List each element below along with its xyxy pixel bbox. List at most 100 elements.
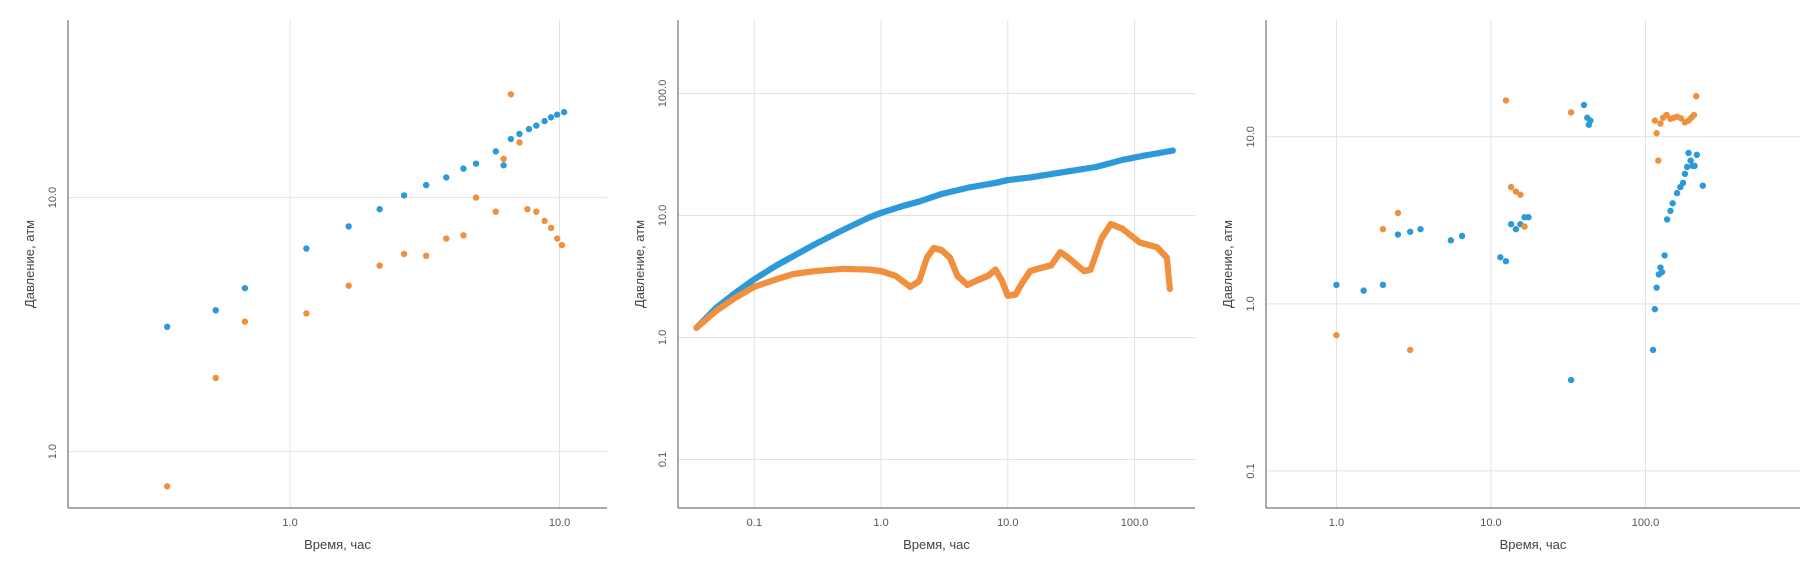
series-1-point xyxy=(1507,220,1515,228)
y-tick-label: 10.0 xyxy=(1245,126,1257,147)
series-1-point xyxy=(1394,231,1402,238)
series-1-point xyxy=(1661,252,1668,259)
series-2-point xyxy=(212,374,219,382)
series-2-point xyxy=(1333,331,1340,339)
series-2-point xyxy=(1406,346,1414,354)
y-tick-label: 10.0 xyxy=(47,187,59,208)
series-2-point xyxy=(500,155,507,163)
series-2-point xyxy=(303,310,310,317)
y-axis-label: Давление, атм xyxy=(1220,220,1235,308)
series-1-point xyxy=(1667,207,1674,215)
series-1-point xyxy=(212,307,219,314)
series-2-point xyxy=(533,208,540,215)
series-1-point xyxy=(1681,170,1689,178)
series-1-point xyxy=(1333,281,1340,289)
series-2-point xyxy=(541,217,548,225)
x-tick-label: 1.0 xyxy=(282,517,297,529)
series-1-point xyxy=(443,174,450,181)
series-1-point xyxy=(560,108,568,116)
series-1-point xyxy=(422,181,430,189)
series-1-point xyxy=(1693,151,1701,159)
series-2-point xyxy=(472,194,480,201)
y-axis-label: Давление, атм xyxy=(632,220,647,308)
series-1-point xyxy=(1417,225,1424,233)
series-2-point xyxy=(553,235,561,242)
series-2-point xyxy=(492,208,499,215)
x-tick-label: 10.0 xyxy=(549,517,570,529)
series-1-point xyxy=(460,165,467,172)
series-1-point xyxy=(1458,232,1466,240)
series-1-point xyxy=(1497,254,1504,261)
series-1-point xyxy=(1653,284,1660,291)
series-2-point xyxy=(524,206,531,213)
series-1-point xyxy=(1406,228,1414,235)
series-1-point xyxy=(1683,163,1691,171)
series-1-point xyxy=(241,284,249,292)
series-1-point xyxy=(472,160,480,167)
x-tick-label: 1.0 xyxy=(873,517,888,529)
series-2-point xyxy=(1166,285,1174,293)
series-2-point xyxy=(422,252,430,259)
series-2-point xyxy=(1651,117,1659,124)
series-1-point xyxy=(345,223,352,230)
series-1-point xyxy=(303,245,310,252)
series-1-point xyxy=(1169,147,1176,154)
series-1-point xyxy=(163,323,171,330)
series-1-point xyxy=(1685,149,1692,157)
y-axis-label: Давление, атм xyxy=(22,220,37,308)
series-2-point xyxy=(558,241,566,249)
series-1-point xyxy=(1580,101,1588,109)
series-1-point xyxy=(1669,200,1676,207)
x-tick-label: 100.0 xyxy=(1632,517,1660,529)
series-1-point xyxy=(500,162,507,169)
series-1-point xyxy=(1360,287,1367,294)
series-1-point xyxy=(1512,225,1520,233)
x-axis-label: Время, час xyxy=(304,537,371,552)
x-tick-label: 100.0 xyxy=(1121,517,1149,529)
series-1-point xyxy=(1651,305,1659,313)
series-2-point xyxy=(1567,109,1575,116)
series-2-point xyxy=(1657,120,1664,127)
series-1-point xyxy=(1567,376,1575,384)
series-1-point xyxy=(547,114,555,121)
y-tick-label: 10.0 xyxy=(657,205,669,226)
series-2-point xyxy=(516,139,523,146)
series-1-point xyxy=(1649,346,1657,354)
series-2-point xyxy=(1512,188,1520,195)
y-tick-label: 1.0 xyxy=(657,330,669,345)
series-2-point xyxy=(1517,191,1524,198)
chart-middle: 0.1 1.0 10.0 100.0 0.1 1.0 10.0 100.0 Время, час… xyxy=(632,20,1195,552)
series-1-point xyxy=(1687,157,1694,164)
x-axis-label: Время, час xyxy=(903,537,970,552)
series-2-point xyxy=(1394,209,1402,217)
x-tick-label: 1.0 xyxy=(1329,517,1344,529)
series-1-point xyxy=(1658,268,1666,276)
series-2-point xyxy=(376,262,383,269)
series-2-point xyxy=(1502,97,1510,104)
series-1-point xyxy=(1587,117,1594,124)
x-axis-label: Время, час xyxy=(1500,537,1567,552)
series-2-point xyxy=(1521,223,1528,230)
series-1-point xyxy=(1699,182,1707,189)
series-1-point xyxy=(1691,162,1698,170)
series-1-point xyxy=(1379,281,1387,289)
series-2-point xyxy=(241,318,249,325)
chart-right: 1.0 10.0 100.0 0.1 1.0 10.0 Время, час Давление… xyxy=(1220,20,1800,552)
series-1-point xyxy=(1447,237,1455,244)
series-2-point xyxy=(443,235,450,242)
series-1-point xyxy=(516,130,523,138)
series-1-point xyxy=(376,206,383,213)
x-tick-label: 0.1 xyxy=(747,517,762,529)
series-2-point xyxy=(400,250,408,258)
series-2-point xyxy=(1655,157,1662,164)
y-tick-label: 0.1 xyxy=(657,452,669,467)
series-1-point xyxy=(533,122,540,129)
series-1-point xyxy=(1502,258,1510,265)
series-2-point xyxy=(547,224,555,232)
y-tick-label: 0.1 xyxy=(1245,463,1257,478)
series-1-point xyxy=(525,125,533,133)
series-1-point xyxy=(1673,189,1681,197)
series-1-point xyxy=(1679,179,1687,187)
series-2-point xyxy=(1379,225,1387,233)
